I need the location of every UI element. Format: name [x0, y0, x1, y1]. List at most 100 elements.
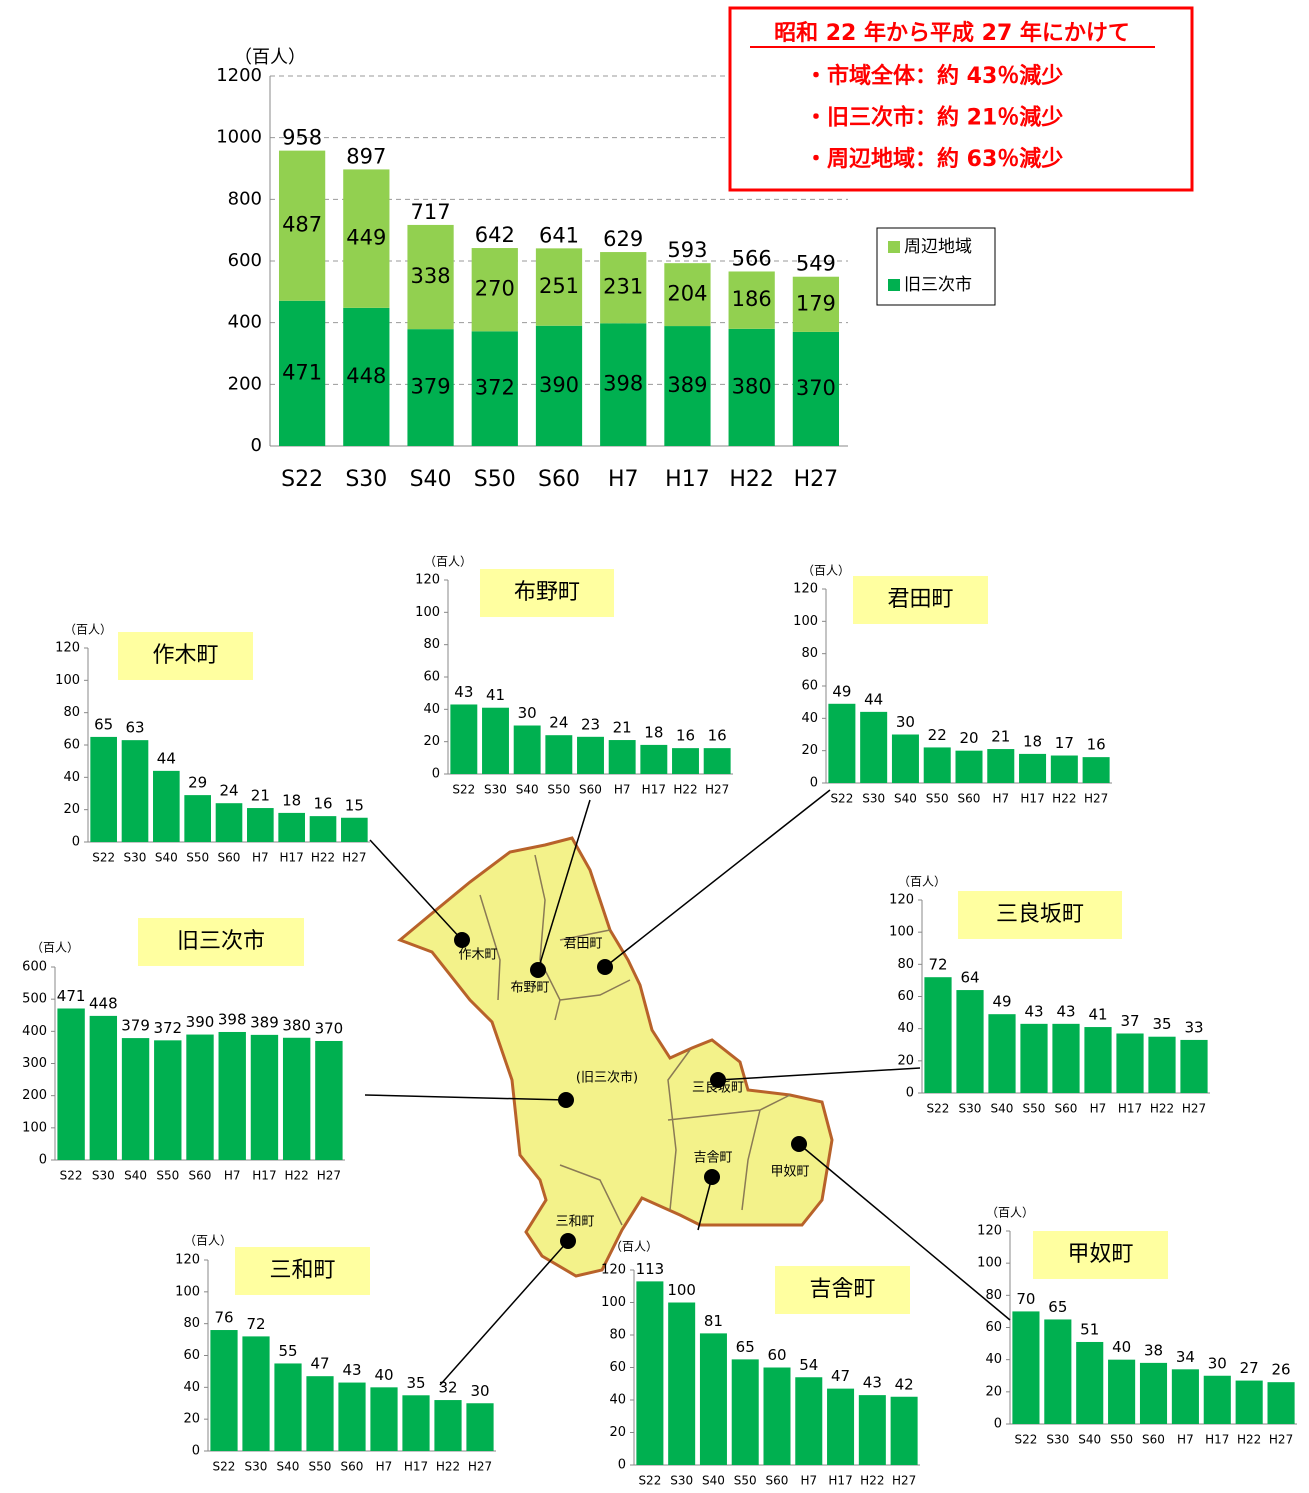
leader-line [798, 1143, 1011, 1321]
y-tick-label: 60 [63, 738, 80, 753]
bar-segment [343, 307, 390, 446]
y-tick-label: 20 [609, 1425, 626, 1440]
x-tick-label: S50 [1023, 1102, 1046, 1116]
x-tick-label: S30 [670, 1474, 693, 1488]
x-tick-label: S30 [862, 792, 885, 806]
y-tick-label: 0 [906, 1086, 914, 1101]
bar [186, 1034, 214, 1160]
value-label: 70 [1016, 1290, 1035, 1308]
value-label: 22 [928, 726, 947, 744]
x-tick-label: S60 [538, 467, 580, 492]
unit-label: （百人） [184, 1234, 232, 1248]
value-label: 449 [346, 226, 386, 250]
bar [370, 1387, 398, 1451]
y-tick-label: 60 [183, 1348, 200, 1363]
bar [57, 1008, 85, 1160]
value-label: 72 [246, 1315, 265, 1333]
y-tick-label: 80 [609, 1328, 626, 1343]
value-label: 270 [475, 277, 515, 301]
bar [309, 816, 337, 842]
value-label: 43 [342, 1361, 361, 1379]
x-tick-label: S30 [124, 851, 147, 865]
y-tick-label: 0 [72, 835, 80, 850]
y-tick-label: 40 [423, 702, 440, 717]
legend-box [876, 227, 996, 306]
value-label: 30 [518, 704, 537, 722]
bar [545, 735, 573, 774]
bar [608, 740, 636, 774]
value-label: 24 [219, 782, 238, 800]
x-tick-label: S22 [92, 851, 115, 865]
x-tick-label: S50 [186, 851, 209, 865]
chart-title: 三和町 [269, 1258, 335, 1283]
x-tick-label: S30 [1046, 1433, 1069, 1447]
bar [636, 1281, 664, 1465]
bar [1139, 1362, 1168, 1424]
x-tick-label: H7 [614, 783, 631, 797]
y-tick-label: 200 [228, 373, 262, 394]
x-tick-label: H22 [311, 851, 335, 865]
bar-segment [600, 323, 647, 446]
x-tick-label: H22 [1150, 1102, 1174, 1116]
bar [923, 747, 951, 783]
x-tick-label: H17 [252, 1169, 276, 1183]
bar [338, 1382, 366, 1451]
x-tick-label: H22 [673, 783, 697, 797]
x-tick-label: S30 [345, 467, 387, 492]
x-tick-label: S40 [155, 851, 178, 865]
bar [402, 1395, 430, 1451]
y-tick-label: 0 [251, 435, 262, 456]
x-tick-label: S50 [734, 1474, 757, 1488]
x-tick-label: S60 [766, 1474, 789, 1488]
x-tick-label: H7 [608, 467, 639, 492]
total-label: 629 [603, 227, 643, 251]
bar [827, 1388, 855, 1465]
map-borders [479, 854, 791, 1226]
bar-segment [728, 271, 775, 329]
y-tick-label: 20 [63, 802, 80, 817]
bar [282, 1037, 311, 1160]
bar [763, 1367, 791, 1465]
leader-line [369, 839, 463, 941]
bar [121, 740, 149, 842]
callout-text: ・旧三次市：約 21％減少 [805, 105, 1063, 131]
bar [731, 1359, 759, 1465]
value-label: 32 [438, 1379, 457, 1397]
y-tick-label: 60 [423, 670, 440, 685]
x-tick-label: S22 [281, 467, 323, 492]
bar [121, 1038, 150, 1160]
total-label: 642 [475, 223, 515, 247]
value-label: 16 [1087, 736, 1106, 754]
value-label: 179 [796, 291, 836, 315]
bar [1012, 1311, 1040, 1424]
map-label: 君田町 [563, 937, 602, 952]
value-label: 16 [313, 795, 332, 813]
value-label: 398 [218, 1010, 247, 1028]
chart-title: 作木町 [152, 643, 218, 668]
x-tick-label: H27 [705, 783, 729, 797]
bar [640, 744, 668, 774]
bar [672, 748, 699, 774]
bar [1084, 1027, 1112, 1093]
value-label: 16 [708, 727, 727, 745]
y-tick-label: 80 [897, 957, 914, 972]
value-label: 47 [310, 1355, 329, 1373]
value-label: 370 [315, 1019, 344, 1037]
value-label: 43 [863, 1374, 882, 1392]
title-box [480, 569, 614, 617]
bar [1235, 1380, 1263, 1424]
value-label: 487 [282, 213, 322, 237]
value-label: 43 [1024, 1002, 1043, 1020]
x-tick-label: S40 [277, 1460, 300, 1474]
title-box [235, 1247, 370, 1295]
x-tick-label: S40 [516, 783, 539, 797]
chart-title: 三良坂町 [996, 902, 1084, 927]
value-label: 21 [613, 719, 632, 737]
x-tick-label: S50 [309, 1460, 332, 1474]
value-label: 72 [928, 956, 947, 974]
value-label: 30 [1208, 1354, 1227, 1372]
leader-line [439, 1240, 569, 1386]
value-label: 49 [832, 682, 851, 700]
bar [668, 1302, 696, 1465]
bar [1052, 1023, 1080, 1093]
